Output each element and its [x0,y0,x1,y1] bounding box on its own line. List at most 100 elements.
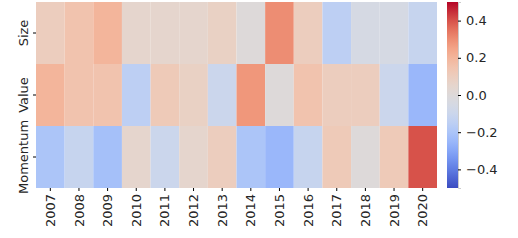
x-tick-label: 2015 [272,194,287,227]
colorbar-axis-line [459,3,462,189]
y-tick: Size [16,20,36,47]
colorbar-tick: 0.4 [458,13,487,28]
x-tick-mark [164,188,165,191]
colorbar-tick: −0.2 [458,125,498,140]
heatmap-cell [265,64,294,126]
heatmap-cell [36,64,65,126]
y-tick-mark [33,95,36,96]
heatmap-cell [351,126,380,188]
colorbar-tick-mark [458,169,461,170]
heatmap-cell [208,126,237,188]
x-tick: 2010 [129,188,144,227]
y-tick-label: Value [16,77,31,113]
colorbar-tick: 0.2 [458,50,487,65]
x-tick: 2011 [157,188,172,227]
heatmap-cell [322,2,351,64]
x-tick: 2020 [415,188,430,227]
heatmap-cell [122,2,151,64]
colorbar-tick-label: 0.0 [466,88,487,103]
x-tick-mark [279,188,280,191]
colorbar-axis: −0.4 −0.2 0.0 0.2 0.4 [458,3,498,189]
x-tick: 2017 [329,188,344,227]
heatmap-cell [65,2,94,64]
colorbar-tick-label: −0.4 [466,162,498,177]
colorbar-tick-label: −0.2 [466,125,498,140]
heatmap-cell [237,64,266,126]
y-tick-label: Size [16,20,31,47]
heatmap-cell [151,126,180,188]
heatmap-cell [208,2,237,64]
heatmap-cell [408,64,437,126]
heatmap-cell [122,64,151,126]
heatmap-cell [151,64,180,126]
x-tick-mark [308,188,309,191]
heatmap-cell [93,64,122,126]
x-tick-mark [422,188,423,191]
heatmap-cell [179,2,208,64]
x-tick: 2007 [43,188,58,227]
x-tick-mark [136,188,137,191]
heatmap-cell [65,126,94,188]
x-tick-label: 2010 [129,194,144,227]
colorbar-tick-mark [458,58,461,59]
x-tick: 2008 [72,188,87,227]
y-tick-mark [33,157,36,158]
colorbar-tick-label: 0.4 [466,13,487,28]
heatmap-cell [36,126,65,188]
heatmap-cell [380,126,409,188]
heatmap-cell [93,2,122,64]
x-tick-label: 2016 [301,194,316,227]
x-tick: 2015 [272,188,287,227]
heatmap-cell [294,64,323,126]
y-tick: Momentum [16,120,36,194]
heatmap-cell [408,126,437,188]
x-tick: 2018 [358,188,373,227]
heatmap-cell [322,126,351,188]
x-tick: 2009 [100,188,115,227]
x-tick: 2013 [215,188,230,227]
heatmap-cell [179,126,208,188]
colorbar [447,2,458,188]
x-tick-mark [222,188,223,191]
heatmap-cells [36,2,437,188]
x-tick-mark [336,188,337,191]
x-tick-label: 2020 [415,194,430,227]
heatmap-cell [380,2,409,64]
colorbar-tick-mark [458,21,461,22]
x-tick-mark [250,188,251,191]
heatmap-cell [179,64,208,126]
x-tick-mark [394,188,395,191]
y-tick-label: Momentum [16,120,31,194]
x-tick-label: 2011 [157,194,172,227]
x-tick-label: 2013 [215,194,230,227]
heatmap-cell [294,2,323,64]
heatmap-cell [351,2,380,64]
heatmap-cell [265,126,294,188]
x-axis: 2007200820092010201120122013201420152016… [43,188,430,227]
x-tick-label: 2007 [43,194,58,227]
x-tick-mark [107,188,108,191]
colorbar-tick-label: 0.2 [466,50,487,65]
heatmap-cell [208,64,237,126]
heatmap-cell [93,126,122,188]
x-tick-mark [365,188,366,191]
colorbar-tick: −0.4 [458,162,498,177]
heatmap-cell [408,2,437,64]
x-tick: 2012 [186,188,201,227]
colorbar-tick-mark [458,132,461,133]
heatmap-cell [265,2,294,64]
x-tick-label: 2012 [186,194,201,227]
heatmap-cell [65,64,94,126]
heatmap-cell [151,2,180,64]
heatmap-cell [351,64,380,126]
heatmap-cell [36,2,65,64]
x-tick: 2016 [301,188,316,227]
y-tick: Value [16,77,36,113]
heatmap-cell [322,64,351,126]
x-tick-label: 2008 [72,194,87,227]
heatmap-cell [122,126,151,188]
colorbar-tick-mark [458,95,461,96]
heatmap-cell [380,64,409,126]
x-tick-label: 2009 [100,194,115,227]
x-tick-mark [193,188,194,191]
